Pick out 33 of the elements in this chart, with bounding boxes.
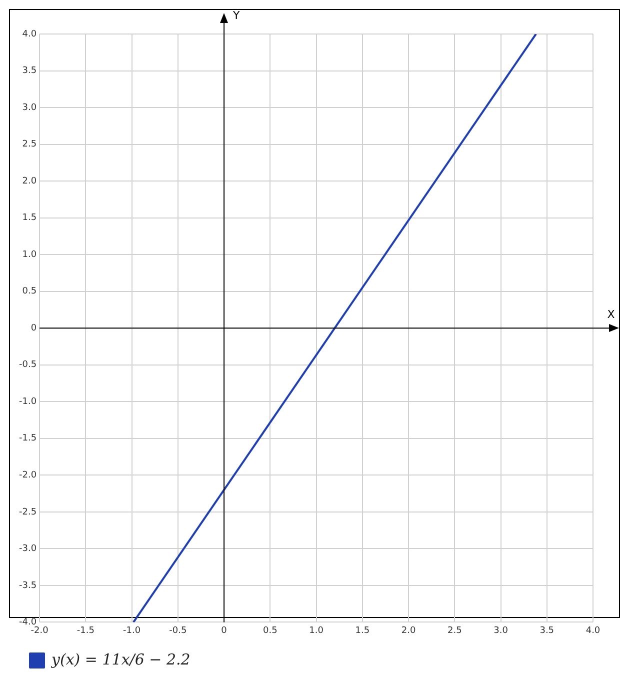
y-tick-label: -3.0: [19, 544, 37, 554]
x-tick-label: -1.0: [123, 626, 141, 636]
y-tick-label: -2.5: [19, 507, 37, 518]
y-tick-label: -3.5: [19, 580, 37, 591]
x-tick-label: -1.5: [76, 626, 94, 636]
y-tick-label: 3.0: [22, 102, 37, 113]
y-tick-label: -1.0: [19, 396, 37, 407]
y-tick-label: 1.0: [22, 250, 37, 260]
y-tick-label: -1.5: [19, 434, 37, 444]
y-tick-label: 4.0: [22, 29, 37, 40]
x-tick-label: 4.0: [586, 626, 600, 636]
y-tick-label: 1.5: [22, 213, 37, 224]
y-tick-label: -4.0: [19, 618, 37, 628]
y-tick-label: 0.5: [22, 286, 37, 297]
x-tick-label: 0.5: [262, 626, 278, 636]
x-axis-title: X: [607, 308, 616, 321]
x-tick-label: 3.0: [494, 626, 508, 636]
y-tick-label: 2.5: [22, 140, 37, 150]
y-tick-label: 3.5: [22, 66, 37, 76]
x-tick-label: 1.5: [355, 626, 370, 636]
x-tick-label: -0.5: [169, 626, 187, 636]
x-tick-label: 3.5: [540, 626, 554, 636]
legend-label: y(x) = 11x/6 − 2.2: [50, 650, 190, 668]
x-tick-label: -2.0: [30, 626, 49, 636]
x-tick-label: 1.0: [309, 626, 324, 636]
x-tick-label: 2.5: [447, 626, 462, 636]
x-tick-label: 0: [221, 626, 228, 636]
y-tick-label: -0.5: [19, 360, 37, 370]
y-tick-label: 2.0: [22, 176, 37, 186]
y-axis-title: Y: [232, 8, 240, 22]
x-tick-label: 2.0: [401, 626, 416, 636]
y-tick-label: 0: [30, 323, 37, 334]
y-tick-label: -2.0: [19, 470, 37, 480]
